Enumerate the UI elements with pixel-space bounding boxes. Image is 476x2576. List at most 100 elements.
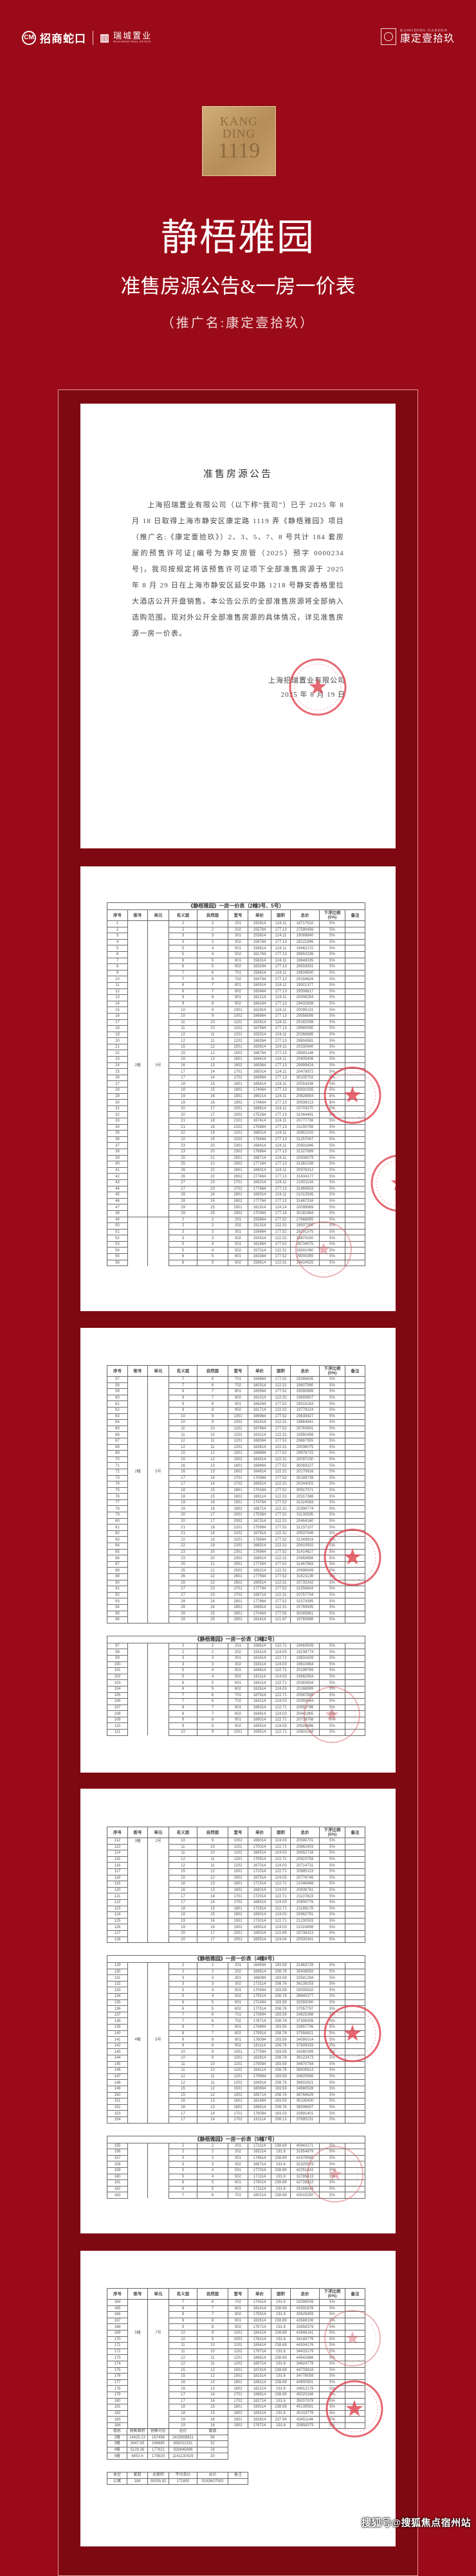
cell-remark bbox=[345, 2348, 365, 2356]
cell-nominal-floor: 21 bbox=[169, 1524, 197, 1531]
cell-room: 2901 bbox=[228, 1610, 248, 1618]
cell-remark bbox=[344, 969, 366, 977]
cell-remark bbox=[344, 981, 366, 989]
cell-nominal-floor: 9 bbox=[169, 2036, 197, 2043]
cell-unit-price: 166014 bbox=[248, 1838, 271, 1845]
cell-seq: 177 bbox=[107, 2379, 128, 2386]
table-row: 134 5 4 502 175514 208.76 36640277 5% bbox=[107, 1993, 366, 2000]
cell-total-price: 43015250 bbox=[290, 2192, 320, 2199]
cell-discount: 5% bbox=[319, 1856, 345, 1863]
cell-area: 124.11 bbox=[271, 957, 291, 965]
cell-natural-floor: 13 bbox=[197, 1462, 228, 1469]
table-row: 57 7 6 701 164864 177.52 29266635 5% bbox=[107, 1376, 365, 1383]
cell-building bbox=[127, 2030, 148, 2037]
cell-unit-price: 182614 bbox=[248, 2317, 271, 2325]
cell-seq: 86 bbox=[107, 1555, 128, 1562]
cell-room: 1702 bbox=[228, 2397, 248, 2405]
china-merchants-name: 招商蛇口 bbox=[40, 33, 86, 45]
cell-room: 302 bbox=[228, 1980, 248, 1988]
cell-remark bbox=[345, 2323, 365, 2330]
cell-discount: 5% bbox=[319, 1512, 345, 1519]
column-header-natural-floor: 自然层 bbox=[197, 1365, 228, 1377]
cell-discount: 5% bbox=[319, 976, 345, 983]
cell-building bbox=[127, 1875, 148, 1881]
cell-area: 193.59 bbox=[271, 1962, 291, 1969]
table-row: 46 28 24 2802 177764 177.13 31487316 5% bbox=[107, 1197, 366, 1205]
table-row: 54 5 4 502 157314 122.31 19241060 5% bbox=[107, 1247, 366, 1255]
cell-total-price: 44733818 bbox=[290, 2366, 320, 2374]
cell-area: 122.31 bbox=[271, 1579, 291, 1587]
cell-seq: 98 bbox=[107, 1649, 128, 1656]
column-header-discount: 下浮比例(5%) bbox=[319, 1365, 345, 1377]
cell-unit-price: 165464 bbox=[248, 988, 271, 996]
cell-natural-floor: 15 bbox=[197, 1080, 228, 1088]
cell-area: 177.13 bbox=[271, 1025, 291, 1032]
cell-natural-floor: 8 bbox=[197, 1406, 228, 1414]
cell-seq: 5 bbox=[107, 945, 128, 952]
cell-natural-floor: 2 bbox=[197, 926, 228, 934]
cell-area: 177.55 bbox=[271, 1610, 291, 1618]
cell-unit bbox=[147, 1999, 169, 2006]
cell-natural-floor: 7 bbox=[197, 2311, 228, 2318]
cell-natural-floor: 7 bbox=[197, 2024, 228, 2031]
cell-building bbox=[127, 1198, 148, 1204]
cell-total-price: 20479872 bbox=[290, 1068, 320, 1075]
cell-room: 1101 bbox=[228, 2061, 248, 2068]
cell-nominal-floor: 3 bbox=[169, 1661, 197, 1668]
cell-room: 2001 bbox=[228, 1929, 248, 1937]
cell-discount: 5% bbox=[319, 1025, 345, 1032]
cell-total-price: 29184626 bbox=[290, 976, 320, 983]
cell-building bbox=[127, 1173, 148, 1180]
cell-seq: 140 bbox=[107, 2030, 128, 2037]
cell-nominal-floor: 11 bbox=[169, 2342, 197, 2349]
cell-unit bbox=[147, 2167, 169, 2174]
cell-total-price: 30831935 bbox=[290, 1087, 320, 1094]
cell-nominal-floor: 18 bbox=[169, 2404, 197, 2411]
cell-unit bbox=[147, 1413, 169, 1420]
table-row: 10 7 6 702 164764 177.13 29184626 5% bbox=[107, 976, 366, 983]
cell-remark bbox=[344, 1080, 366, 1088]
table-row: 2幢 14425.13 167458 2415608811 96 bbox=[107, 2434, 228, 2442]
table-row: 38 23 20 2302 176864 177.13 31327899 5% bbox=[107, 1148, 366, 1156]
cell-nominal-floor: 7 bbox=[169, 1382, 197, 1390]
cell-discount: 5% bbox=[319, 1130, 345, 1137]
cell-unit-price: 170064 bbox=[248, 1474, 271, 1482]
cell-room: 1002 bbox=[228, 1012, 248, 1020]
cell-area: 122.31 bbox=[271, 1567, 291, 1574]
cell-discount: 5% bbox=[319, 981, 345, 989]
cell-room: 901 bbox=[228, 1400, 248, 1408]
cell-seq: 51 bbox=[107, 1228, 128, 1236]
cell-room: 502 bbox=[228, 951, 248, 958]
table-cell: 96 bbox=[197, 2434, 228, 2442]
table-row: 7 6 5 601 158314 124.11 19648335 5% bbox=[107, 957, 366, 965]
cell-unit-price: 178714 bbox=[248, 2017, 271, 2025]
cell-total-price: 35007979 bbox=[290, 2397, 320, 2405]
cell-room: 2201 bbox=[228, 1130, 248, 1137]
cell-remark bbox=[344, 945, 366, 952]
cell-building bbox=[127, 1222, 148, 1230]
cell-room: 1001 bbox=[228, 2048, 248, 2055]
cell-natural-floor: 24 bbox=[197, 1604, 228, 1611]
cell-unit-price: 174614 bbox=[248, 2154, 271, 2162]
cell-total-price: 29556599 bbox=[290, 1012, 320, 1020]
cell-room: 202 bbox=[228, 2149, 248, 2156]
cell-nominal-floor: 2 bbox=[169, 2142, 197, 2150]
cell-nominal-floor: 11 bbox=[169, 2067, 197, 2074]
cell-unit-price: 171014 bbox=[248, 1868, 271, 1875]
cell-nominal-floor: 5 bbox=[169, 1673, 197, 1681]
cell-nominal-floor: 26 bbox=[169, 1167, 197, 1174]
cell-discount: 5% bbox=[319, 2085, 345, 2093]
table-row: 34 21 18 2102 175864 177.13 31150769 5% bbox=[107, 1123, 366, 1131]
cell-nominal-floor: 6 bbox=[169, 1999, 197, 2007]
table-row: 64 10 9 1002 162414 122.31 19864841 5% bbox=[107, 1419, 365, 1426]
cell-room: 302 bbox=[228, 1661, 248, 1668]
cell-total-price: 30083227 bbox=[290, 1462, 320, 1469]
cell-discount: 5% bbox=[319, 1450, 345, 1457]
cell-total-price: 20537546 bbox=[290, 1530, 320, 1537]
cell-building bbox=[127, 2067, 148, 2074]
announcement-page: 准售房源公告 上海招瑞置业有限公司（以下称“我司”）已于 2025 年 8 月 … bbox=[80, 404, 396, 848]
cell-room: 1001 bbox=[228, 1413, 248, 1420]
cell-remark bbox=[345, 1474, 365, 1482]
cell-unit-price: 167414 bbox=[248, 1118, 271, 1125]
cell-total-price: 45139591 bbox=[290, 2404, 320, 2411]
